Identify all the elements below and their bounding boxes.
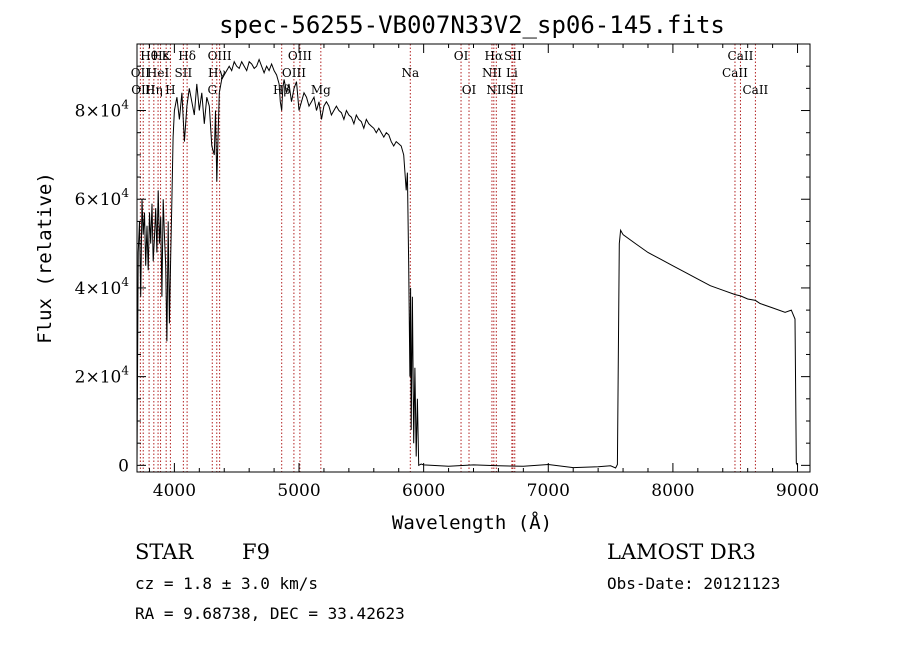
line-label: SII xyxy=(175,66,193,80)
y-tick-label: 4×104 xyxy=(75,275,130,299)
line-label: H xyxy=(165,83,175,97)
line-label: OI xyxy=(462,83,477,97)
line-label: Hη xyxy=(145,83,163,97)
line-label: Li xyxy=(506,66,518,80)
redshift-velocity: cz = 1.8 ± 3.0 km/s xyxy=(135,574,318,593)
y-axis-ticks: 0 2×104 4×104 6×104 8×104 xyxy=(75,65,810,476)
line-label: Mg xyxy=(311,83,331,97)
line-label: OI xyxy=(454,49,469,63)
line-label: NII xyxy=(486,83,506,97)
x-tick-label: 4000 xyxy=(153,481,196,501)
observation-date: Obs-Date: 20121123 xyxy=(607,574,780,593)
chart-title: spec-56255-VB007N33V2_sp06-145.fits xyxy=(219,11,725,39)
line-label: Hδ xyxy=(178,49,196,63)
line-label: NII xyxy=(482,66,502,80)
line-label: K xyxy=(162,49,172,63)
line-label: OII xyxy=(131,66,151,80)
x-axis-label: Wavelength (Å) xyxy=(392,511,552,534)
emission-line-markers xyxy=(139,44,756,472)
y-tick-label: 0 xyxy=(118,456,129,476)
line-label: CaII xyxy=(722,66,748,80)
y-tick-label: 8×104 xyxy=(75,98,130,122)
spectrum-line xyxy=(137,58,798,469)
line-label: CaII xyxy=(742,83,768,97)
x-tick-label: 6000 xyxy=(402,481,445,501)
line-label: OIII xyxy=(282,66,306,80)
line-label: OIII xyxy=(288,49,312,63)
x-axis-ticks: 4000 5000 6000 7000 8000 9000 xyxy=(148,44,819,501)
emission-line-labels: OIIOIIIHθHηHeIHεKHSIIHδGHγOIIIHβOIIIOIII… xyxy=(131,49,769,97)
line-label: OIII xyxy=(208,49,232,63)
sky-coordinates: RA = 9.68738, DEC = 33.42623 xyxy=(135,604,405,623)
y-axis-label: Flux (relative) xyxy=(34,172,56,344)
line-label: SII xyxy=(504,49,522,63)
object-subclass: F9 xyxy=(242,540,270,564)
y-tick-label: 6×104 xyxy=(75,186,130,210)
line-label: Hθ xyxy=(140,49,158,63)
survey-name: LAMOST DR3 xyxy=(607,540,756,564)
x-tick-label: 9000 xyxy=(776,481,819,501)
line-label: Na xyxy=(401,66,419,80)
x-tick-label: 8000 xyxy=(651,481,694,501)
line-label: Hγ xyxy=(208,66,226,80)
line-label: CaII xyxy=(728,49,754,63)
line-label: Hβ xyxy=(273,83,290,97)
x-tick-label: 5000 xyxy=(277,481,320,501)
line-label: Hα xyxy=(485,49,504,63)
line-label: HeI xyxy=(147,66,170,80)
y-tick-label: 2×104 xyxy=(75,364,130,388)
plot-frame xyxy=(136,43,811,473)
line-label: Hε xyxy=(152,49,169,63)
object-class: STAR xyxy=(135,540,194,564)
line-label: G xyxy=(207,83,217,97)
line-label: SII xyxy=(506,83,524,97)
series-layer xyxy=(137,58,798,469)
x-tick-label: 7000 xyxy=(527,481,570,501)
